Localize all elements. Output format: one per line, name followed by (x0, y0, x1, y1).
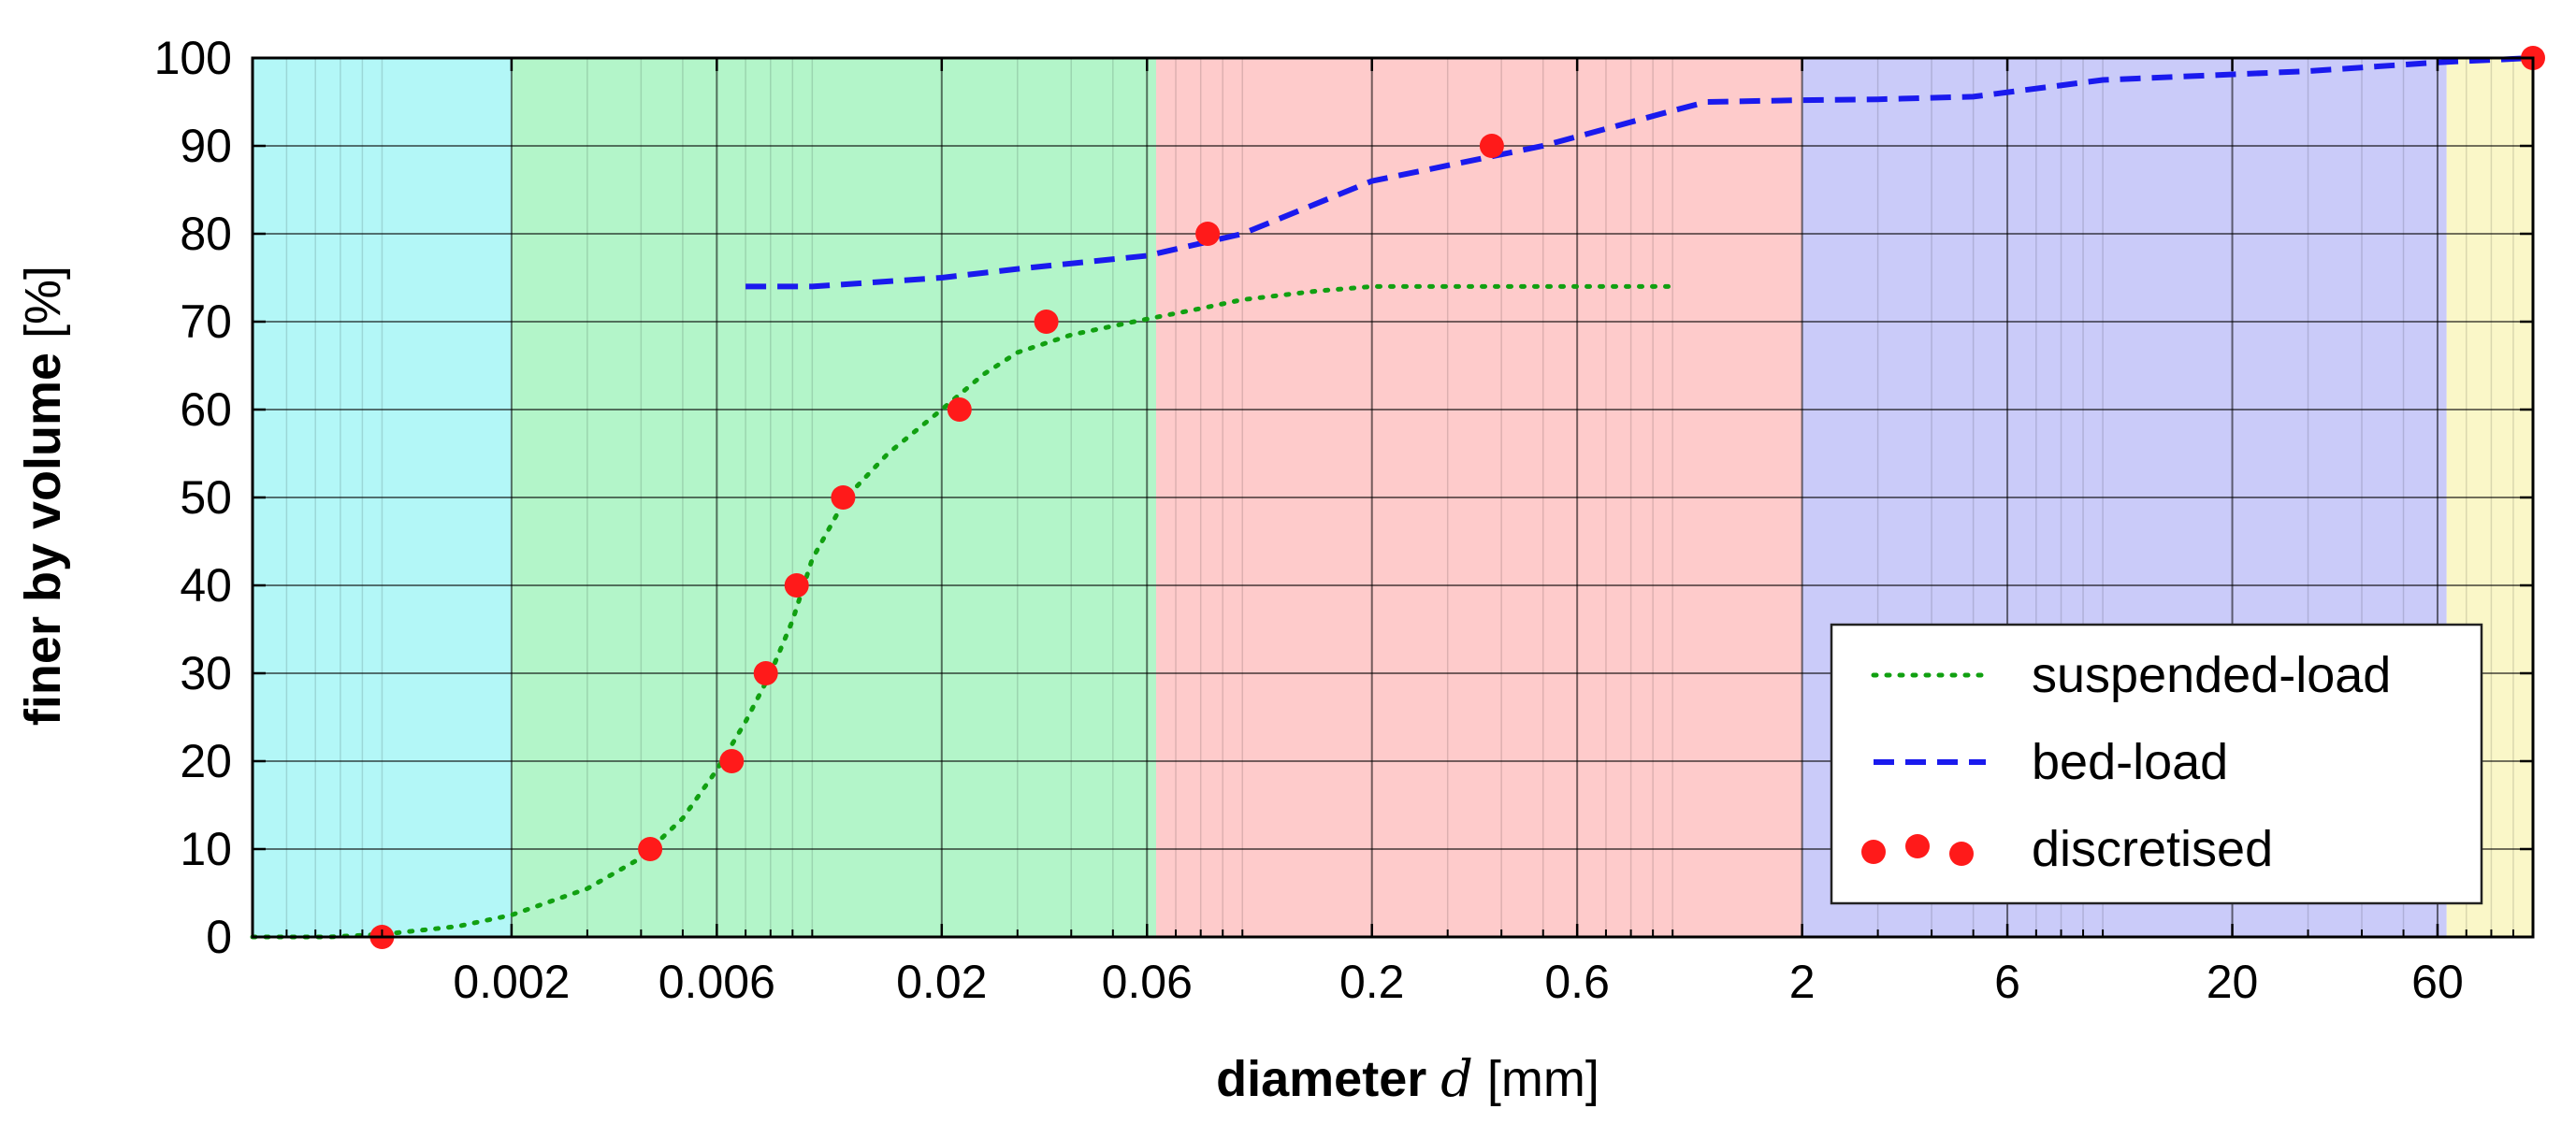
legend-marker-discretised (1861, 840, 1886, 864)
x-axis-title: diameter d [mm] (1216, 1049, 1599, 1108)
suspended-load-line (250, 283, 1675, 940)
discretised-point (1479, 134, 1504, 158)
x-tick-label: 2 (1789, 956, 1816, 1008)
y-axis-title: finer by volume [%] (15, 266, 71, 726)
y-tick-label: 90 (180, 120, 232, 172)
legend-label-suspended-load: suspended-load (2032, 647, 2391, 703)
x-axis-title-unit: [mm] (1487, 1051, 1599, 1107)
discretised-point (1195, 222, 1221, 246)
discretised-point (719, 749, 745, 773)
discretised-point (784, 573, 809, 598)
discretised-point (753, 661, 778, 685)
legend-label-discretised: discretised (2032, 821, 2273, 877)
y-tick-label: 40 (180, 559, 232, 612)
axis-ticks (253, 56, 2533, 939)
y-axis-title-unit: [%] (15, 266, 71, 339)
discretised-points (369, 46, 2545, 949)
x-axis-title-bold: diameter (1216, 1051, 1426, 1107)
y-axis-title-bold: finer by volume (15, 353, 71, 726)
x-tick-label: 20 (2207, 956, 2259, 1008)
y-tick-label: 10 (180, 823, 232, 875)
y-tick-label: 30 (180, 647, 232, 699)
discretised-point (947, 397, 972, 422)
y-tick-label: 50 (180, 471, 232, 524)
x-tick-label: 0.2 (1339, 956, 1405, 1008)
bed-load-line (745, 55, 2534, 290)
x-tick-label: 0.006 (658, 956, 775, 1008)
legend-marker-discretised (1905, 834, 1930, 858)
x-tick-label: 0.002 (453, 956, 570, 1008)
data-series (250, 55, 2534, 940)
legend-marker-discretised (1949, 842, 1974, 866)
x-tick-label: 60 (2411, 956, 2464, 1008)
y-tick-label: 70 (180, 295, 232, 348)
x-tick-label: 0.6 (1544, 956, 1610, 1008)
x-tick-label: 0.06 (1102, 956, 1193, 1008)
y-tick-label: 100 (154, 32, 232, 84)
x-tick-label: 0.02 (896, 956, 987, 1008)
y-tick-label: 80 (180, 208, 232, 260)
y-tick-label: 0 (206, 911, 232, 963)
discretised-point (1034, 310, 1059, 334)
x-tick-label: 6 (1994, 956, 2020, 1008)
y-tick-label: 20 (180, 735, 232, 787)
y-tick-label: 60 (180, 383, 232, 436)
legend: suspended-load bed-load discretised (1830, 623, 2483, 905)
x-axis-title-symbol: d (1440, 1049, 1473, 1108)
discretised-point (638, 837, 663, 861)
x-tick-labels: 0.002 0.006 0.02 0.06 0.2 0.6 2 6 20 60 (453, 956, 2463, 1008)
discretised-point (831, 485, 856, 510)
legend-label-bed-load: bed-load (2032, 734, 2228, 790)
y-tick-labels: 0 10 20 30 40 50 60 70 80 90 100 (154, 32, 232, 963)
